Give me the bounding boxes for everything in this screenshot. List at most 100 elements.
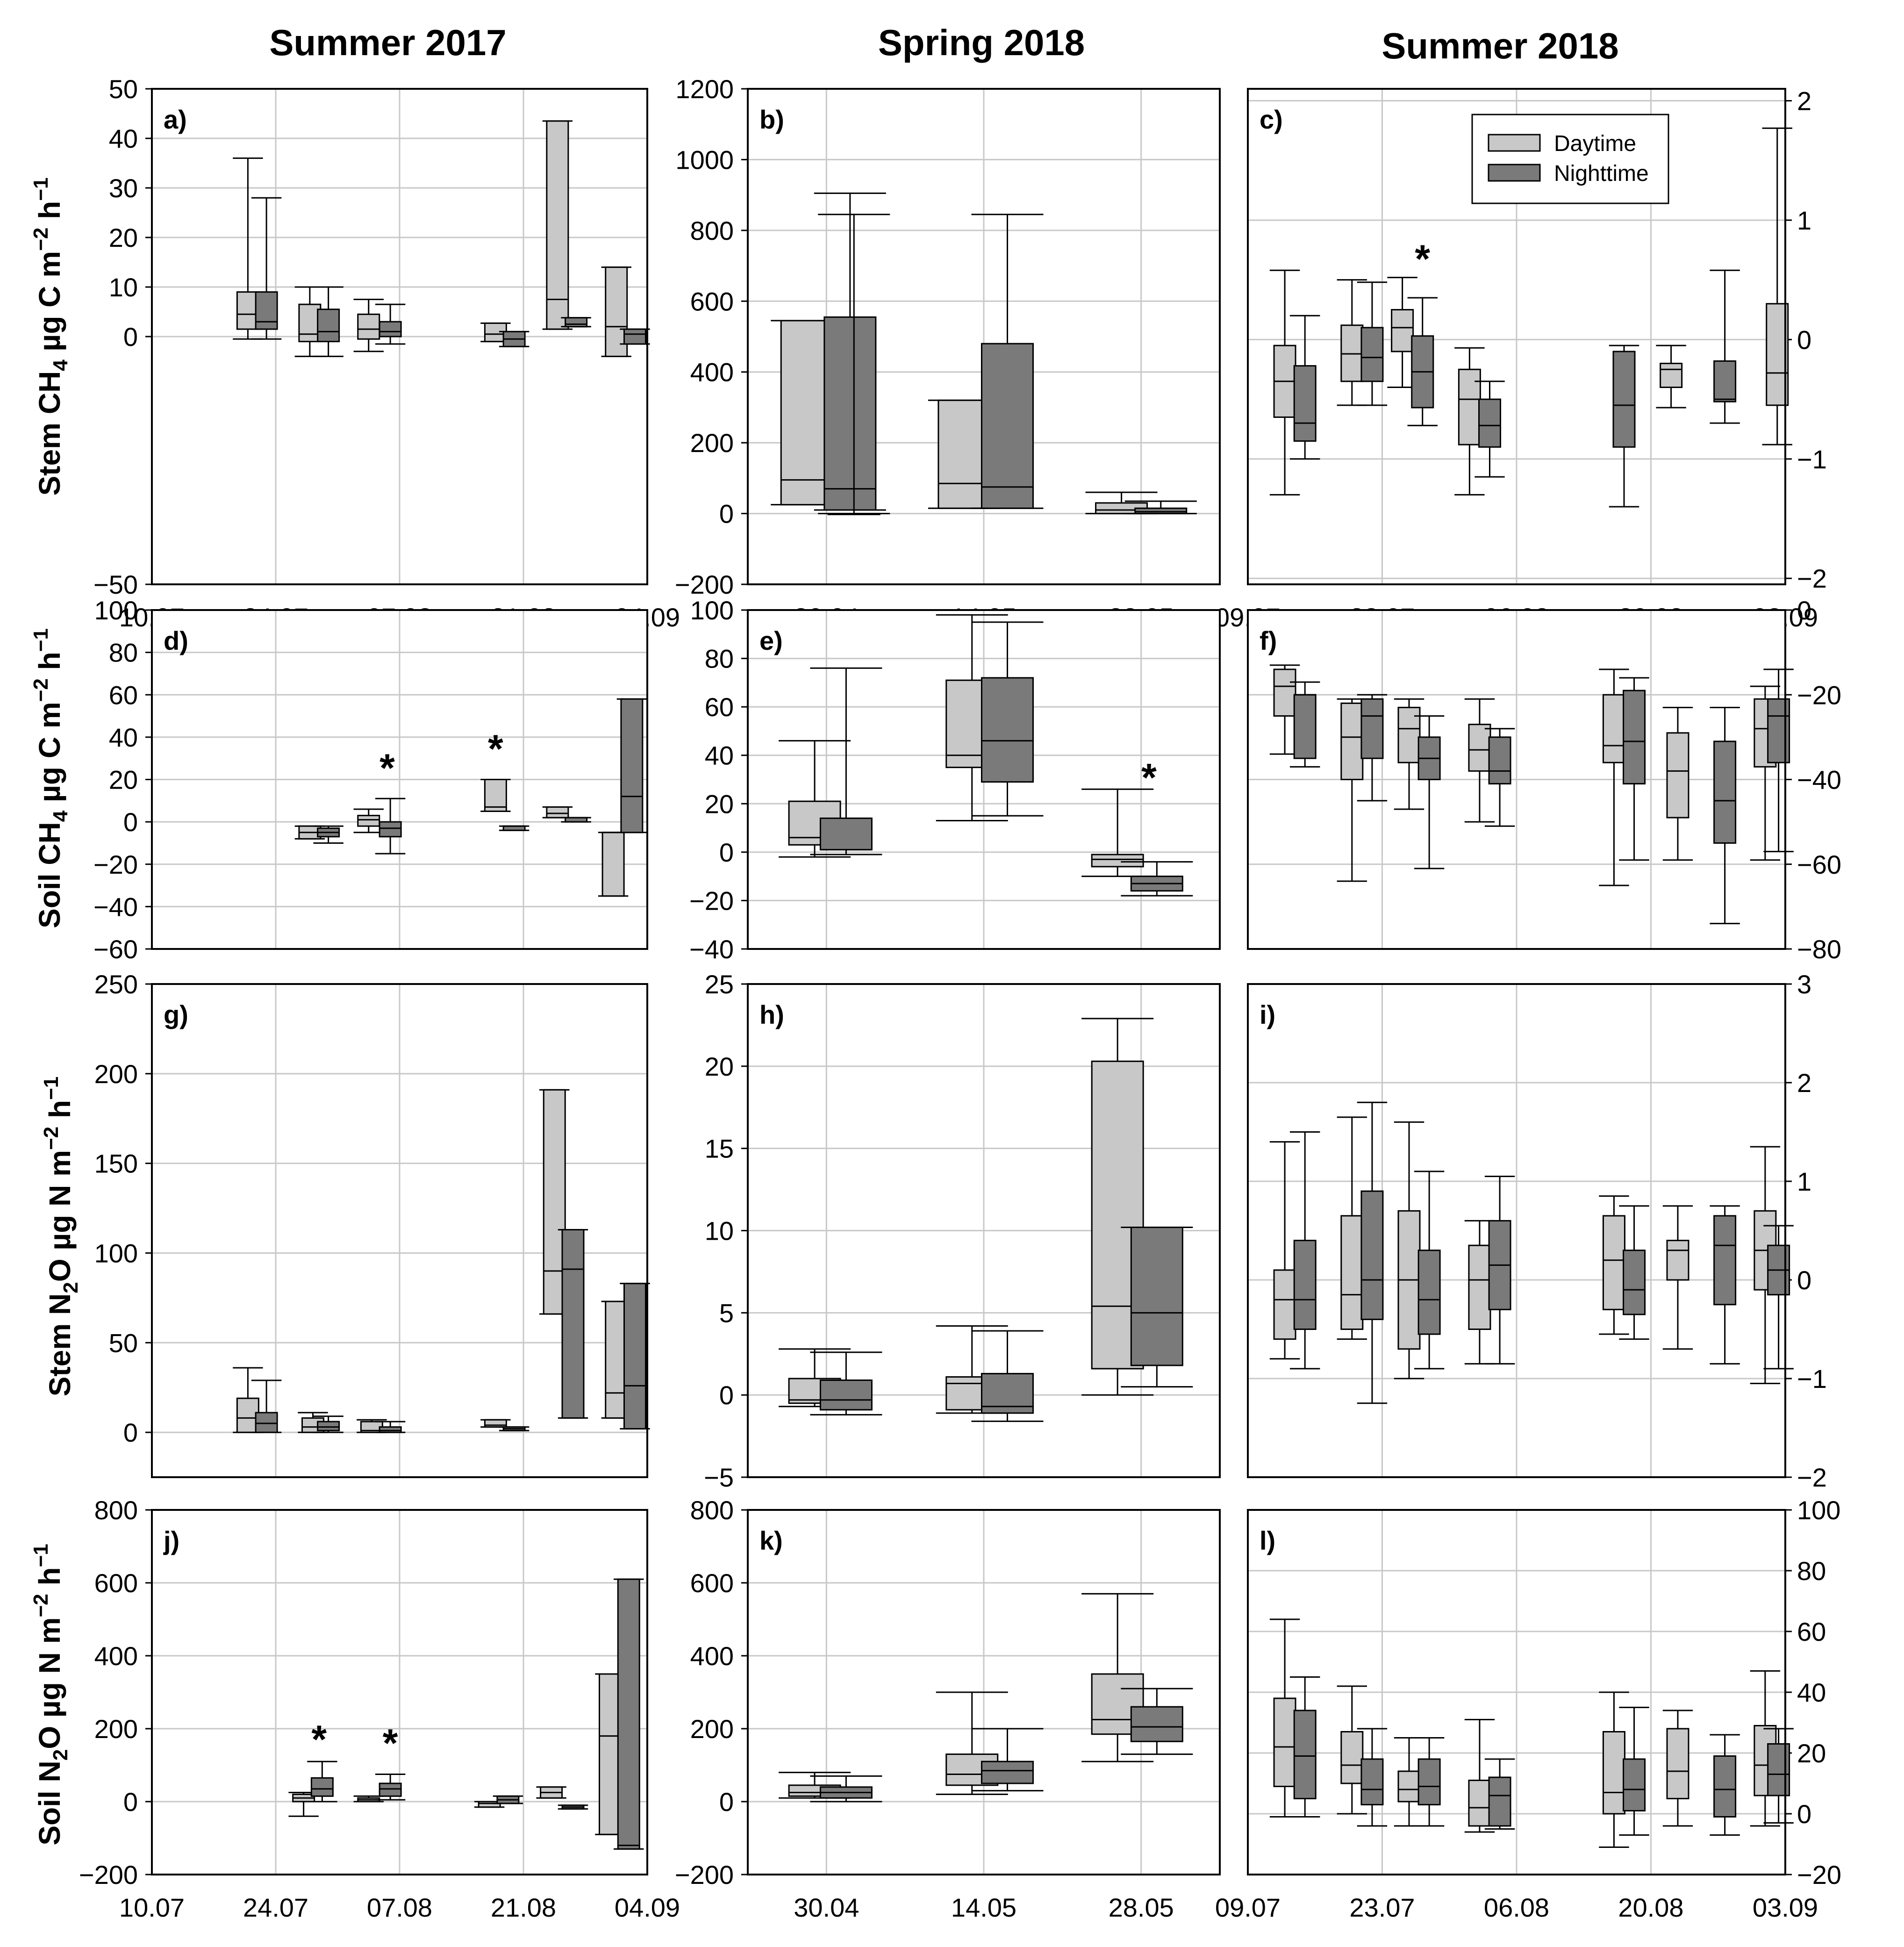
box-night bbox=[1619, 677, 1649, 861]
box-night bbox=[971, 1330, 1044, 1422]
row-label-stem-ch4: Stem CH4 µg C m−2 h−1 bbox=[29, 178, 72, 496]
box-night bbox=[971, 1728, 1044, 1792]
x-tick-label: 20.08 bbox=[1618, 1893, 1683, 1922]
box-night bbox=[499, 825, 530, 831]
box-body bbox=[1360, 327, 1384, 382]
box-body bbox=[357, 815, 380, 827]
box-night bbox=[1619, 1205, 1649, 1340]
box-day bbox=[353, 808, 384, 833]
box-night bbox=[1619, 1707, 1649, 1836]
y-tick-label: 600 bbox=[690, 287, 734, 316]
y-tick-label: −60 bbox=[93, 934, 138, 964]
box-body bbox=[1360, 698, 1384, 759]
y-tick-label: 3 bbox=[1797, 970, 1811, 999]
box-body bbox=[1623, 690, 1646, 785]
box-body bbox=[623, 1283, 646, 1430]
box-night bbox=[616, 698, 647, 833]
box-night bbox=[810, 667, 882, 855]
panel-letter: i) bbox=[1260, 1000, 1275, 1029]
box-night bbox=[620, 328, 650, 345]
box-body bbox=[981, 343, 1034, 509]
box-day bbox=[1599, 668, 1629, 886]
y-tick-label: 40 bbox=[109, 723, 138, 752]
panel-letter: j) bbox=[163, 1526, 179, 1555]
y-tick-label: 0 bbox=[1797, 1265, 1811, 1295]
x-tick-label: 04.09 bbox=[615, 1893, 680, 1922]
y-tick-label: 400 bbox=[690, 358, 734, 387]
box-night bbox=[1710, 1734, 1740, 1836]
box-night bbox=[1475, 381, 1505, 478]
box-body bbox=[1293, 694, 1317, 759]
y-tick-label: 800 bbox=[94, 1495, 138, 1525]
box-day bbox=[1464, 1719, 1495, 1833]
box-body bbox=[1293, 365, 1317, 442]
box-body bbox=[1666, 732, 1689, 819]
panel-letter: a) bbox=[164, 105, 187, 134]
box-night bbox=[1124, 500, 1197, 515]
box-body bbox=[1340, 1731, 1364, 1784]
y-tick-label: 80 bbox=[109, 638, 138, 668]
box-body bbox=[310, 1777, 334, 1797]
significance-star: * bbox=[311, 1717, 327, 1761]
box-day bbox=[536, 1786, 566, 1799]
y-tick-label: 1 bbox=[1797, 206, 1811, 235]
x-tick-label: 03.09 bbox=[1753, 1893, 1818, 1922]
box-body bbox=[379, 821, 402, 838]
y-tick-label: 20 bbox=[1797, 1739, 1826, 1768]
x-tick-label: 21.08 bbox=[491, 1893, 556, 1922]
panel-g: 250 200 150 100 50 0 g) bbox=[94, 970, 650, 1478]
y-tick-label: −40 bbox=[1797, 765, 1841, 795]
y-tick-label: 200 bbox=[94, 1714, 138, 1744]
box-night bbox=[620, 1283, 650, 1430]
y-tick-label: 600 bbox=[94, 1568, 138, 1598]
box-night bbox=[375, 797, 406, 855]
box-body bbox=[1130, 1706, 1183, 1742]
panel-letter: b) bbox=[759, 105, 784, 134]
box-night bbox=[971, 214, 1044, 509]
panel-letter: f) bbox=[1260, 626, 1277, 655]
significance-star: * bbox=[1141, 755, 1157, 799]
y-tick-label: 0 bbox=[1797, 1799, 1811, 1829]
box-body bbox=[623, 328, 646, 345]
box-body bbox=[484, 779, 507, 812]
box-body bbox=[1293, 1710, 1317, 1799]
row-label-stem-n2o: Stem N2O µg N m−2 h−1 bbox=[40, 1077, 82, 1396]
box-day bbox=[1464, 1220, 1495, 1365]
y-tick-label: 1000 bbox=[675, 145, 734, 174]
y-tick-label: −80 bbox=[1797, 934, 1841, 964]
box-body bbox=[981, 1760, 1034, 1784]
y-tick-label: 800 bbox=[690, 1495, 734, 1525]
box-body bbox=[357, 313, 380, 340]
y-tick-label: −1 bbox=[1797, 445, 1827, 474]
box-body bbox=[1488, 1776, 1511, 1827]
y-tick-label: −20 bbox=[689, 886, 734, 915]
plot-frame bbox=[1247, 1509, 1786, 1875]
box-body bbox=[1468, 1244, 1491, 1330]
y-tick-label: 40 bbox=[705, 741, 734, 770]
y-tick-label: 25 bbox=[705, 970, 734, 999]
box-body bbox=[1273, 668, 1296, 717]
legend-nighttime-label: Nighttime bbox=[1554, 161, 1649, 186]
y-tick-label: 40 bbox=[109, 124, 138, 153]
box-night bbox=[971, 621, 1044, 817]
box-night bbox=[375, 303, 406, 345]
column-title-spring-2018: Spring 2018 bbox=[878, 22, 1085, 63]
box-body bbox=[1602, 1731, 1625, 1815]
y-tick-label: 400 bbox=[94, 1641, 138, 1671]
panel-letter: c) bbox=[1260, 105, 1283, 134]
box-day bbox=[598, 832, 629, 897]
box-body bbox=[379, 1782, 402, 1797]
plot-frame bbox=[747, 983, 1221, 1478]
row-label-soil-ch4: Soil CH4 µg C m−2 h−1 bbox=[29, 628, 72, 928]
box-night bbox=[251, 1379, 282, 1433]
box-night bbox=[1710, 706, 1740, 925]
box-day bbox=[1387, 277, 1417, 388]
box-body bbox=[1397, 706, 1421, 763]
panel-l: 100 80 60 40 20 0 −20 09.07 23.07 06.08 20.08 03.09… bbox=[1215, 1495, 1841, 1922]
y-tick-label: −20 bbox=[1797, 1860, 1841, 1890]
box-body bbox=[565, 317, 588, 328]
box-body bbox=[1612, 351, 1636, 448]
panel-i: 3 2 1 0 −1 −2 i) bbox=[1247, 970, 1827, 1492]
y-tick-label: −1 bbox=[1797, 1364, 1827, 1394]
panel-k: 800 600 400 200 0 −200 30.04 14.05 28.05 k) bbox=[675, 1495, 1221, 1922]
